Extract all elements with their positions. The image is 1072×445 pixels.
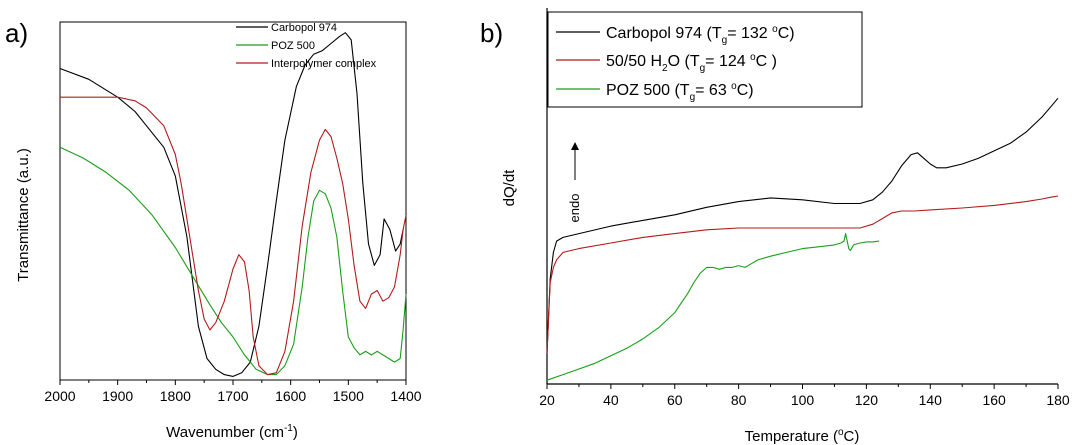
panel-a-x-tick-label: 1800 bbox=[160, 388, 191, 404]
panel-a-x-tick-label: 1900 bbox=[102, 388, 133, 404]
panel-a-ylabel: Transmittance (a.u.) bbox=[15, 148, 32, 282]
panel-b-x-tick-label: 180 bbox=[1046, 392, 1070, 408]
panel-b-x-tick-label: 140 bbox=[919, 392, 943, 408]
legend-b-entry-0: Carbopol 974 (Tg= 132 oC) bbox=[606, 24, 795, 46]
endo-annotation: endo bbox=[567, 142, 582, 222]
panel-a-x-tick-label: 2000 bbox=[44, 388, 75, 404]
panel-b: b) dQ/dt endo Temperature (oC) Carbopol … bbox=[480, 8, 1070, 445]
panel-b-x-tick-label: 120 bbox=[855, 392, 879, 408]
panel-b-xlabel: Temperature (oC) bbox=[745, 427, 860, 445]
panel-a-series-interpolymer-line bbox=[60, 96, 407, 376]
panel-a-label: a) bbox=[5, 18, 28, 48]
legend-a-entry-0: Carbopol 974 bbox=[271, 22, 337, 34]
panel-b-ylabel: dQ/dt bbox=[501, 169, 518, 207]
panel-b-x-tick-label: 80 bbox=[731, 392, 747, 408]
panel-b-series-carbopol-line bbox=[546, 97, 1059, 354]
legend-a-entry-1: POZ 500 bbox=[271, 40, 315, 52]
panel-a-xlabel: Wavenumber (cm-1) bbox=[166, 423, 298, 441]
panel-b-label: b) bbox=[480, 18, 503, 48]
legend-b-entry-2: POZ 500 (Tg= 63 oC) bbox=[606, 81, 754, 103]
endo-arrow-head bbox=[571, 142, 579, 150]
panel-b-x-tick-label: 160 bbox=[982, 392, 1006, 408]
panel-b-x-tick-label: 60 bbox=[667, 392, 683, 408]
panel-a: a) Transmittance (a.u.) Wavenumber (cm-1… bbox=[5, 18, 422, 441]
panel-a-x-tick-label: 1400 bbox=[390, 388, 421, 404]
panel-b-plot: 20 40 60 80 100 120 140 160 180 bbox=[539, 8, 1070, 408]
legend-b: Carbopol 974 (Tg= 132 oC) 50/50 H2O (Tg=… bbox=[547, 11, 863, 108]
panel-a-x-tick-label: 1600 bbox=[275, 388, 306, 404]
panel-a-x-tick-label: 1500 bbox=[333, 388, 364, 404]
panel-b-x-tick-label: 100 bbox=[791, 392, 815, 408]
legend-b-box bbox=[547, 11, 863, 108]
panel-a-plot: 2000 1900 1800 1700 1600 1500 1400 Carbopol 974… bbox=[44, 21, 422, 404]
panel-a-series-poz-line bbox=[59, 146, 407, 376]
panel-a-frame bbox=[59, 21, 407, 381]
panel-b-series-5050-line bbox=[546, 195, 1059, 354]
panel-b-x-tick-label: 40 bbox=[603, 392, 619, 408]
panel-b-x-tick-label: 20 bbox=[539, 392, 555, 408]
legend-b-entry-1: 50/50 H2O (Tg= 124 oC ) bbox=[606, 52, 777, 74]
panel-b-series-poz-line bbox=[546, 233, 880, 381]
panel-a-series-carbopol-line bbox=[59, 32, 404, 377]
legend-a: Carbopol 974 POZ 500 Interpolymer complex bbox=[236, 22, 377, 70]
panel-a-x-tick-label: 1700 bbox=[217, 388, 248, 404]
endo-label: endo bbox=[567, 194, 582, 223]
legend-a-entry-2: Interpolymer complex bbox=[271, 58, 377, 70]
